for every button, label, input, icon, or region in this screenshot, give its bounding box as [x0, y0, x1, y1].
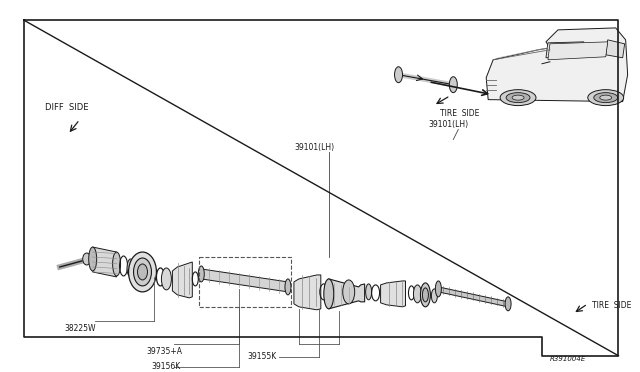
Polygon shape: [438, 287, 508, 307]
Polygon shape: [172, 262, 192, 298]
Text: TIRE  SIDE: TIRE SIDE: [440, 109, 480, 118]
Ellipse shape: [198, 266, 204, 282]
Polygon shape: [546, 42, 584, 58]
Ellipse shape: [506, 93, 530, 103]
Ellipse shape: [83, 253, 91, 265]
Ellipse shape: [413, 285, 421, 303]
Text: 38225W: 38225W: [65, 324, 96, 333]
Ellipse shape: [89, 247, 97, 271]
Ellipse shape: [324, 279, 334, 309]
Ellipse shape: [435, 281, 442, 297]
Text: 39156K: 39156K: [152, 362, 180, 371]
Ellipse shape: [343, 280, 355, 304]
Text: TIRE  SIDE: TIRE SIDE: [592, 301, 631, 310]
Ellipse shape: [600, 95, 612, 100]
Ellipse shape: [594, 93, 618, 103]
Text: DIFF  SIDE: DIFF SIDE: [45, 103, 88, 112]
Ellipse shape: [422, 288, 428, 302]
Text: 39101(LH): 39101(LH): [428, 120, 468, 129]
Ellipse shape: [161, 268, 172, 290]
Ellipse shape: [138, 264, 147, 280]
Polygon shape: [294, 275, 321, 310]
Polygon shape: [605, 40, 625, 58]
Ellipse shape: [588, 90, 623, 106]
Ellipse shape: [127, 259, 134, 277]
Ellipse shape: [394, 67, 403, 83]
Ellipse shape: [365, 284, 372, 300]
Polygon shape: [486, 28, 628, 102]
Polygon shape: [93, 247, 116, 277]
Bar: [199, 257, 291, 307]
Ellipse shape: [129, 252, 156, 292]
Ellipse shape: [134, 258, 152, 286]
Text: 39155K: 39155K: [247, 352, 276, 361]
Polygon shape: [381, 281, 406, 307]
Ellipse shape: [285, 279, 291, 295]
Text: 39735+A: 39735+A: [147, 347, 182, 356]
Text: 39101(LH): 39101(LH): [294, 143, 334, 152]
Ellipse shape: [431, 289, 437, 303]
Ellipse shape: [500, 90, 536, 106]
Ellipse shape: [449, 77, 458, 93]
Polygon shape: [329, 279, 365, 309]
Ellipse shape: [420, 283, 430, 307]
Text: R391004E: R391004E: [550, 356, 586, 362]
Ellipse shape: [512, 95, 524, 100]
Ellipse shape: [113, 252, 120, 276]
Polygon shape: [548, 42, 608, 60]
Ellipse shape: [505, 297, 511, 311]
Polygon shape: [201, 269, 288, 292]
